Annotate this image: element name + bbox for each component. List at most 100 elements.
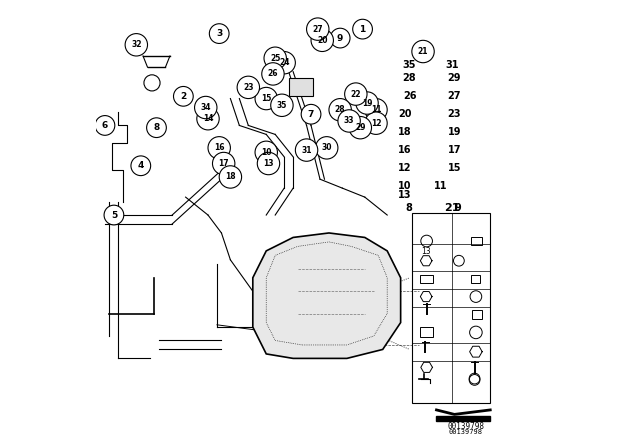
Text: 31: 31	[301, 146, 312, 155]
Text: 20: 20	[317, 36, 328, 45]
Text: 13: 13	[422, 247, 431, 256]
Circle shape	[316, 137, 338, 159]
Text: 35: 35	[403, 60, 417, 70]
Circle shape	[173, 86, 193, 106]
Text: 28: 28	[403, 73, 417, 83]
Circle shape	[356, 92, 378, 114]
Text: 21: 21	[444, 203, 460, 213]
Text: 31: 31	[445, 60, 459, 70]
Circle shape	[208, 137, 230, 159]
Text: 6: 6	[102, 121, 108, 130]
Text: 9: 9	[454, 203, 461, 213]
Text: 1: 1	[360, 25, 365, 34]
Circle shape	[237, 76, 260, 99]
Text: 8: 8	[154, 123, 159, 132]
Circle shape	[307, 18, 329, 40]
Text: 17: 17	[447, 145, 461, 155]
Bar	[420, 275, 433, 283]
Text: 9: 9	[337, 34, 343, 43]
Text: 3: 3	[216, 29, 222, 38]
Text: 5: 5	[111, 211, 117, 220]
Text: 29: 29	[355, 123, 365, 132]
Text: 00139798: 00139798	[447, 422, 484, 431]
Text: 10: 10	[398, 181, 412, 191]
Circle shape	[365, 99, 387, 121]
Bar	[471, 237, 483, 245]
Circle shape	[273, 52, 296, 74]
Text: 30: 30	[321, 143, 332, 152]
Polygon shape	[253, 233, 401, 358]
Circle shape	[197, 108, 219, 130]
Circle shape	[255, 87, 278, 110]
Circle shape	[296, 139, 317, 161]
Text: 35: 35	[276, 101, 287, 110]
Circle shape	[257, 152, 280, 175]
Circle shape	[353, 19, 372, 39]
Bar	[472, 310, 482, 319]
Text: 26: 26	[403, 91, 417, 101]
Circle shape	[125, 34, 148, 56]
Text: 20: 20	[398, 109, 412, 119]
Bar	[472, 275, 481, 283]
Circle shape	[104, 205, 124, 225]
Text: 23: 23	[243, 83, 253, 92]
Text: 15: 15	[447, 163, 461, 173]
Text: 24: 24	[279, 58, 289, 67]
Text: 32: 32	[131, 40, 141, 49]
Text: 13: 13	[263, 159, 274, 168]
Text: 2: 2	[180, 92, 186, 101]
Text: 16: 16	[398, 145, 412, 155]
Text: 12: 12	[371, 119, 381, 128]
Circle shape	[311, 29, 333, 52]
FancyBboxPatch shape	[289, 78, 314, 96]
Bar	[420, 327, 433, 337]
Text: 00139798: 00139798	[449, 429, 483, 435]
Text: 29: 29	[447, 73, 461, 83]
Text: 28: 28	[335, 105, 346, 114]
Text: 25: 25	[270, 54, 280, 63]
Text: 15: 15	[261, 94, 271, 103]
Text: 4: 4	[138, 161, 144, 170]
Text: 19: 19	[447, 127, 461, 137]
Polygon shape	[436, 416, 490, 421]
Text: 23: 23	[447, 109, 461, 119]
Text: 18: 18	[225, 172, 236, 181]
Circle shape	[220, 166, 242, 188]
Circle shape	[212, 152, 235, 175]
Text: 19: 19	[362, 99, 372, 108]
Circle shape	[412, 40, 435, 63]
Circle shape	[147, 118, 166, 138]
Text: 21: 21	[418, 47, 428, 56]
Text: 12: 12	[398, 163, 412, 173]
Circle shape	[329, 99, 351, 121]
Text: 7: 7	[308, 110, 314, 119]
Text: 17: 17	[218, 159, 229, 168]
Circle shape	[255, 141, 278, 164]
Circle shape	[195, 96, 217, 119]
Text: 11: 11	[434, 181, 448, 191]
Text: 27: 27	[447, 91, 461, 101]
Text: 26: 26	[268, 69, 278, 78]
Text: 14: 14	[203, 114, 213, 123]
Circle shape	[209, 24, 229, 43]
Text: 13: 13	[398, 190, 412, 200]
Text: 8: 8	[405, 203, 412, 213]
Text: 34: 34	[200, 103, 211, 112]
Circle shape	[301, 104, 321, 124]
Circle shape	[95, 116, 115, 135]
Text: 11: 11	[371, 105, 381, 114]
Text: 10: 10	[261, 148, 271, 157]
Text: 16: 16	[214, 143, 225, 152]
Circle shape	[349, 116, 371, 139]
Text: 27: 27	[312, 25, 323, 34]
Text: 18: 18	[398, 127, 412, 137]
Circle shape	[344, 83, 367, 105]
Circle shape	[338, 110, 360, 132]
Text: 22: 22	[351, 90, 361, 99]
Circle shape	[271, 94, 293, 116]
Circle shape	[262, 63, 284, 85]
Circle shape	[264, 47, 287, 69]
Circle shape	[330, 28, 350, 48]
Text: 33: 33	[344, 116, 355, 125]
Circle shape	[365, 112, 387, 134]
